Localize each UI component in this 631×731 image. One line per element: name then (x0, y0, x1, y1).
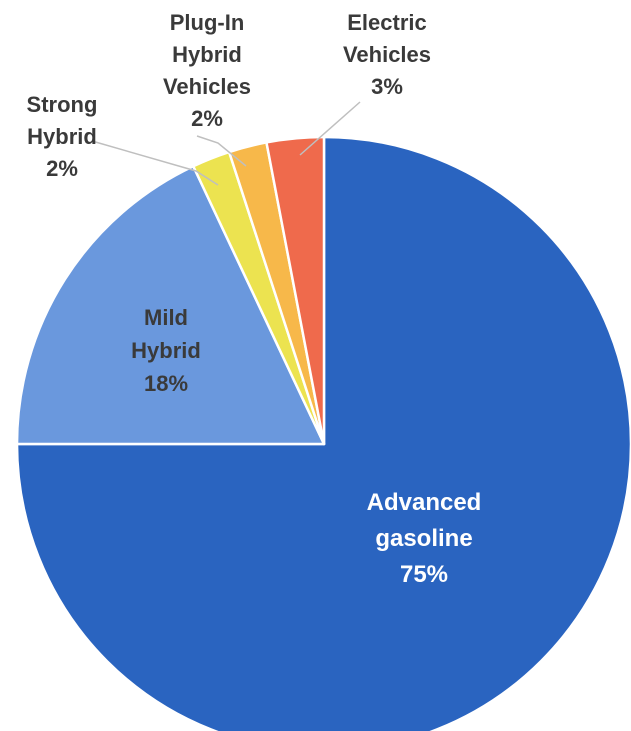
slice-label: Advanced gasoline 75% (367, 489, 482, 588)
slice-percent-label: 18% (144, 371, 188, 396)
leader-line (196, 135, 247, 167)
leader-line (91, 140, 219, 186)
slice-label: Plug-In Hybrid Vehicles 2% (163, 10, 251, 131)
leader-line (299, 101, 361, 156)
pie-slice-advanced-gasoline (15, 135, 631, 731)
slice-labels: Advanced gasoline 75% Mild Hybrid 18% Strong Hy… (27, 10, 482, 588)
slice-name-label: Hybrid (172, 42, 242, 67)
slice-percent-label: 3% (371, 74, 403, 99)
slice-label: Mild Hybrid 18% (131, 305, 201, 396)
slice-name-label: Plug-In (170, 10, 245, 35)
slice-percent-label: 2% (191, 106, 223, 131)
slice-name-label: Mild (144, 305, 188, 330)
pie-slices (15, 135, 631, 731)
slice-name-label: Vehicles (163, 74, 251, 99)
slice-name-label: Vehicles (343, 42, 431, 67)
pie-slice-mild-hybrid (15, 164, 326, 446)
slice-name-label: Advanced (367, 489, 482, 516)
slice-name-label: Electric (347, 10, 427, 35)
leader-lines (91, 101, 361, 186)
slice-label: Strong Hybrid 2% (27, 92, 98, 181)
slice-percent-label: 2% (46, 156, 78, 181)
slice-name-label: Hybrid (131, 338, 201, 363)
slice-percent-label: 75% (400, 561, 448, 588)
slice-name-label: Strong (27, 92, 98, 117)
pie-slice-electric-vehicles (265, 135, 326, 446)
slice-label: Electric Vehicles 3% (343, 10, 431, 99)
slice-name-label: gasoline (375, 525, 472, 552)
slice-name-label: Hybrid (27, 124, 97, 149)
